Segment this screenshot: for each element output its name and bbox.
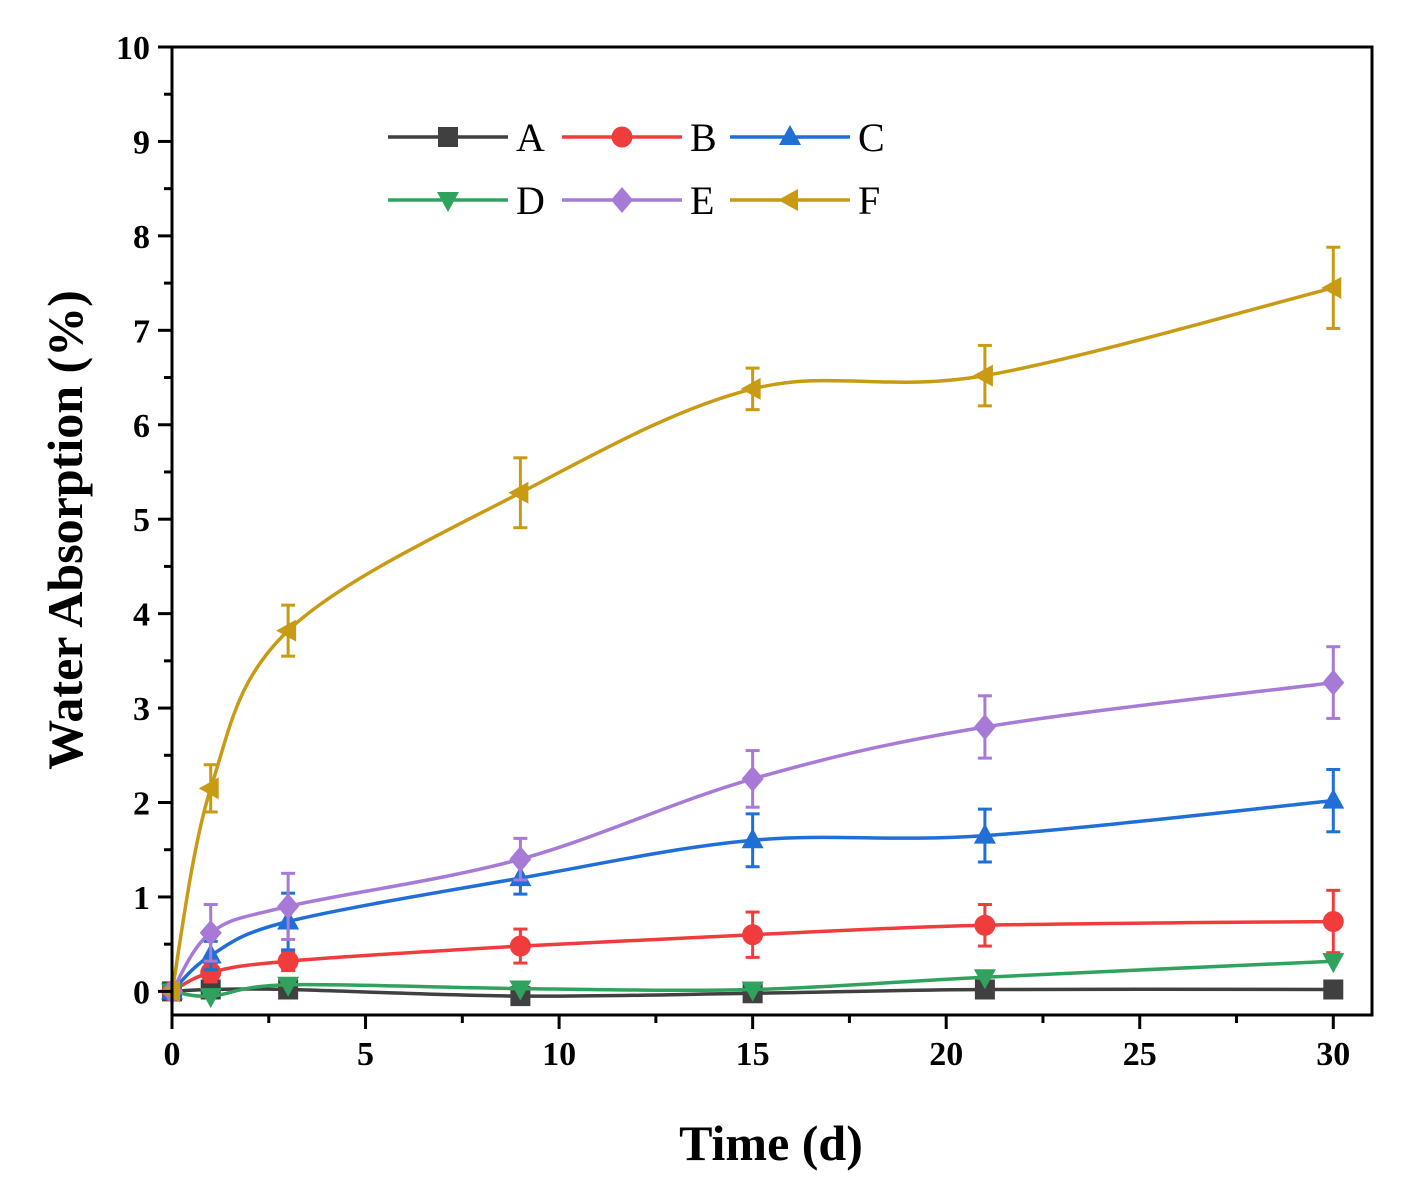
y-axis-title: Water Absorption (%) [37, 290, 93, 770]
legend-marker [611, 126, 633, 148]
y-tick-label: 4 [133, 597, 150, 634]
y-tick-label: 10 [116, 30, 150, 67]
legend-marker [611, 187, 633, 213]
y-tick-label: 1 [133, 880, 150, 917]
data-point-F [198, 777, 219, 800]
data-point-C [741, 828, 764, 849]
data-point-E [973, 713, 996, 740]
x-tick-label: 25 [1123, 1036, 1157, 1073]
data-point-B [1322, 911, 1344, 933]
data-point-E [277, 893, 300, 920]
data-point-E [509, 846, 532, 873]
series-line-D [171, 959, 1334, 998]
plot-frame [170, 45, 1374, 1017]
series-line-E [170, 680, 1334, 993]
x-tick-label: 5 [357, 1036, 374, 1073]
x-tick-label: 10 [542, 1036, 576, 1073]
legend-label: A [516, 115, 545, 160]
series-E [161, 645, 1345, 1005]
y-tick-label: 3 [133, 691, 150, 728]
y-tick-label: 5 [133, 502, 150, 539]
data-point-A [974, 979, 995, 1000]
x-tick-label: 15 [736, 1036, 770, 1073]
data-point-E [199, 919, 222, 946]
data-point-F [276, 619, 297, 642]
y-tick-label: 9 [133, 124, 150, 161]
y-tick-label: 2 [133, 786, 150, 823]
x-tick-label: 0 [164, 1036, 181, 1073]
legend-entry-F: F [730, 178, 880, 223]
data-point-A [1323, 979, 1344, 1000]
data-point-F [972, 364, 993, 387]
data-point-F [508, 481, 529, 504]
y-tick-label: 0 [133, 974, 150, 1011]
data-point-B [200, 962, 222, 984]
data-point-C [973, 823, 996, 844]
legend-entry-A: A [388, 115, 545, 160]
data-point-F [1321, 276, 1342, 299]
data-point-D [1322, 953, 1345, 974]
legend-marker [437, 192, 459, 212]
y-tick-label: 6 [133, 408, 150, 445]
data-point-E [1322, 669, 1345, 696]
series-F [160, 245, 1342, 1003]
data-point-C [1322, 788, 1345, 809]
legend-entry-B: B [562, 115, 717, 160]
series-line-C [170, 798, 1334, 993]
data-point-B [742, 924, 764, 946]
x-tick-label: 20 [929, 1036, 963, 1073]
legend-label: D [516, 178, 545, 223]
data-point-B [509, 935, 531, 957]
data-point-E [741, 765, 764, 792]
legend-entry-C: C [730, 115, 885, 160]
legend-label: C [858, 115, 885, 160]
data-point-B [277, 950, 299, 972]
x-tick-label: 30 [1316, 1036, 1350, 1073]
data-point-D [741, 981, 764, 1002]
series-layer [160, 245, 1345, 1009]
data-point-D [277, 976, 300, 997]
plot-background [172, 47, 1372, 1015]
legend-marker [779, 125, 801, 145]
plot-area [172, 47, 1372, 1015]
y-tick-label: 8 [133, 219, 150, 256]
data-point-D [973, 969, 996, 990]
legend-marker [778, 189, 798, 211]
legend-entry-E: E [562, 178, 714, 223]
series-line-B [171, 919, 1334, 993]
data-point-D [509, 980, 532, 1001]
y-tick-label: 7 [133, 313, 150, 350]
legend-label: B [690, 115, 717, 160]
legend: A B C D E F [388, 115, 885, 223]
data-point-D [199, 988, 222, 1009]
x-axis-title: Time (d) [679, 1115, 863, 1171]
axes-layer: 0 5 10 15 20 25 30 0 1 2 3 4 5 6 7 8 9 10 [116, 30, 1374, 1073]
legend-entry-D: D [388, 178, 545, 223]
legend-label: F [858, 178, 880, 223]
data-point-B [974, 914, 996, 936]
legend-label: E [690, 178, 714, 223]
legend-marker [438, 127, 458, 147]
data-point-F [740, 377, 761, 400]
